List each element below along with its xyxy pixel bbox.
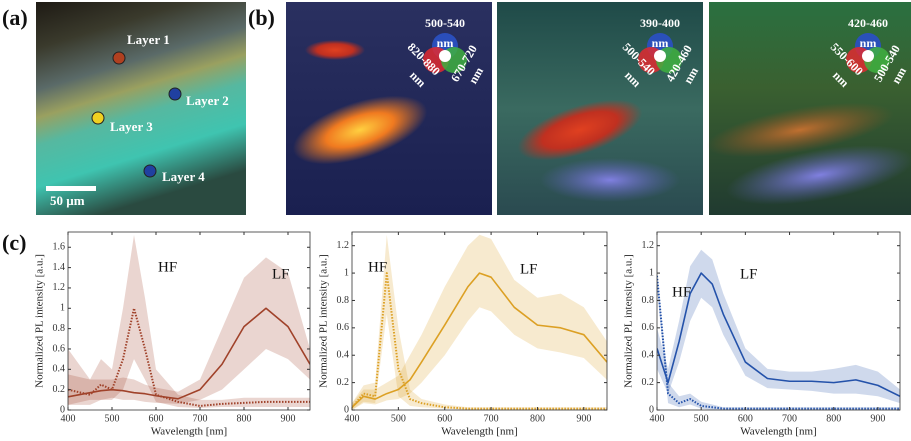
pl-region xyxy=(305,40,365,60)
x-tick-label: 900 xyxy=(870,413,885,424)
error-band xyxy=(657,273,900,410)
x-tick-label: 800 xyxy=(826,413,841,424)
error-band xyxy=(68,257,310,405)
annotation: LF xyxy=(272,266,290,282)
x-tick-label: 800 xyxy=(530,413,545,424)
wheel-center xyxy=(862,50,874,62)
scale-bar xyxy=(46,186,96,191)
x-axis-label: Wavelength [nm] xyxy=(151,426,227,438)
panel-label: (c) xyxy=(2,230,26,255)
y-axis-label: Normalized PL intensity [a.u.] xyxy=(623,254,635,388)
x-tick-label: 700 xyxy=(193,413,208,424)
panel-label: (a) xyxy=(2,5,28,30)
y-tick-label: 0.2 xyxy=(337,377,350,388)
x-tick-label: 800 xyxy=(237,413,252,424)
line xyxy=(68,307,310,407)
x-tick-label: 500 xyxy=(105,413,120,424)
pl-region xyxy=(540,158,680,202)
layer-label: Layer 3 xyxy=(110,119,153,134)
wavelength-label: 390-400 xyxy=(640,16,680,30)
x-axis-label: Wavelength [nm] xyxy=(740,426,816,438)
pl-region xyxy=(517,99,643,161)
pl-region xyxy=(706,102,894,158)
micrograph xyxy=(36,2,246,215)
x-tick-label: 700 xyxy=(484,413,499,424)
x-tick-label: 400 xyxy=(650,413,665,424)
x-tick-label: 600 xyxy=(437,413,452,424)
y-tick-label: 0.2 xyxy=(642,377,655,388)
y-tick-label: 0 xyxy=(649,404,654,415)
error-band xyxy=(657,249,900,404)
wheel-center xyxy=(654,50,666,62)
line xyxy=(657,272,900,398)
panel-label: (b) xyxy=(248,5,275,30)
y-tick-label: 0.6 xyxy=(337,322,350,333)
x-tick-label: 600 xyxy=(738,413,753,424)
y-tick-label: 1.2 xyxy=(53,282,66,293)
y-tick-label: 1 xyxy=(649,267,654,278)
layer-marker xyxy=(168,87,182,101)
y-axis-label: Normalized PL intensity [a.u.] xyxy=(34,254,46,388)
plot-area xyxy=(68,235,310,408)
wavelength-unit: nm xyxy=(437,36,454,50)
annotation: HF xyxy=(672,284,691,300)
plot-area xyxy=(657,249,900,410)
wavelength-label: 420-460 xyxy=(848,16,888,30)
y-tick-label: 1.4 xyxy=(53,262,66,273)
y-tick-label: 0.4 xyxy=(337,350,350,361)
wavelength-unit: nm xyxy=(860,36,877,50)
layer-marker xyxy=(143,164,157,178)
y-tick-label: 0.4 xyxy=(53,364,66,375)
layer-marker xyxy=(112,51,126,65)
line xyxy=(352,272,607,408)
x-tick-label: 700 xyxy=(782,413,797,424)
annotation: HF xyxy=(368,259,387,275)
error-band xyxy=(352,234,607,410)
line xyxy=(68,307,310,400)
layer-label: Layer 4 xyxy=(162,169,205,184)
scale-bar-label: 50 µm xyxy=(50,193,85,208)
y-tick-label: 0.8 xyxy=(53,323,66,334)
layer-marker xyxy=(91,111,105,125)
y-tick-label: 0.8 xyxy=(642,295,655,306)
plot-area xyxy=(352,234,607,410)
y-tick-label: 0.6 xyxy=(642,322,655,333)
y-axis-label: Normalized PL intensity [a.u.] xyxy=(318,254,330,388)
y-tick-label: 0.6 xyxy=(53,343,66,354)
layer-label: Layer 1 xyxy=(127,32,170,47)
pl-region xyxy=(726,145,911,205)
wheel-center xyxy=(439,50,451,62)
y-tick-label: 1.2 xyxy=(337,240,350,251)
x-axis-label: Wavelength [nm] xyxy=(441,426,517,438)
x-tick-label: 500 xyxy=(391,413,406,424)
x-tick-label: 900 xyxy=(281,413,296,424)
wavelength-label: 500-540 xyxy=(425,16,465,30)
annotation: LF xyxy=(520,261,538,277)
y-tick-label: 0.2 xyxy=(53,384,66,395)
error-band xyxy=(68,235,310,408)
y-tick-label: 1 xyxy=(344,267,349,278)
x-tick-label: 400 xyxy=(61,413,76,424)
pl-region xyxy=(292,95,428,165)
annotation: HF xyxy=(158,259,177,275)
axes-box xyxy=(656,231,901,411)
y-tick-label: 1 xyxy=(60,303,65,314)
x-tick-label: 500 xyxy=(694,413,709,424)
y-tick-label: 0 xyxy=(60,404,65,415)
annotation: LF xyxy=(740,266,758,282)
wavelength-unit: nm xyxy=(652,36,669,50)
layer-label: Layer 2 xyxy=(186,93,229,108)
y-tick-label: 0 xyxy=(344,404,349,415)
y-tick-label: 1.2 xyxy=(642,240,655,251)
x-tick-label: 600 xyxy=(149,413,164,424)
y-tick-label: 1.6 xyxy=(53,242,66,253)
y-tick-label: 0.8 xyxy=(337,295,350,306)
x-tick-label: 900 xyxy=(576,413,591,424)
x-tick-label: 400 xyxy=(345,413,360,424)
y-tick-label: 0.4 xyxy=(642,350,655,361)
axes-box xyxy=(351,231,608,411)
axes-box xyxy=(67,231,311,411)
